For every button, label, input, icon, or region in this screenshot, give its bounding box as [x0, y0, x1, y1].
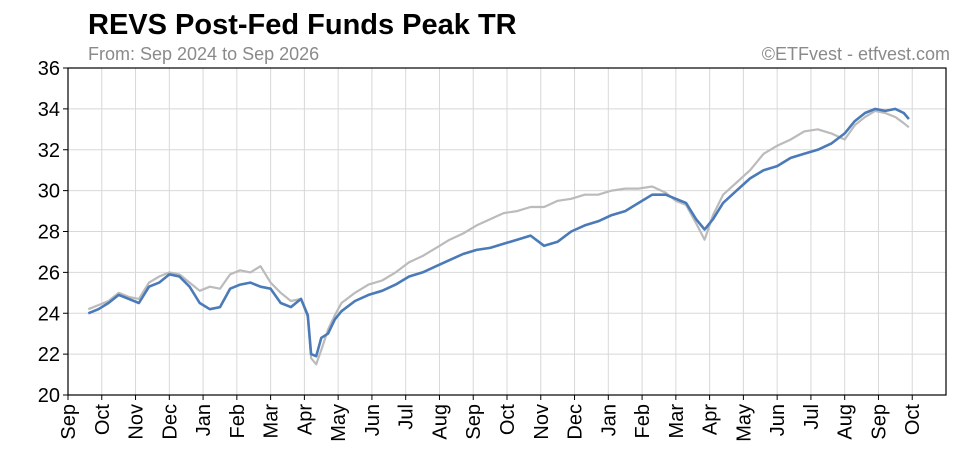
y-tick-label: 34 — [38, 99, 60, 121]
x-tick-label: Nov — [126, 404, 148, 440]
series-group — [87, 107, 910, 366]
chart-title: REVS Post-Fed Funds Peak TR — [88, 9, 517, 41]
x-axis: Sep Oct Nov Dec Jan Feb Mar Apr May Jun Jul Aug Sep O… — [58, 395, 924, 442]
x-tick-label: Dec — [159, 404, 181, 440]
x-tick-label: Nov — [531, 404, 553, 440]
y-tick-label: 30 — [38, 181, 60, 203]
y-tick-label: 28 — [38, 222, 60, 244]
grid — [68, 68, 946, 395]
y-tick-label: 26 — [38, 262, 60, 284]
x-tick-label: Jun — [362, 404, 384, 436]
x-tick-label: Apr — [294, 404, 316, 435]
series-line-blue — [87, 107, 910, 358]
x-tick-label: Jun — [767, 404, 789, 436]
y-tick-label: 32 — [38, 140, 60, 162]
y-tick-label: 22 — [38, 344, 60, 366]
x-tick-label: Oct — [902, 404, 924, 436]
series-line-gray — [87, 109, 910, 366]
x-tick-label: Oct — [497, 404, 519, 436]
x-tick-label: Sep — [868, 404, 890, 440]
chart-subtitle: From: Sep 2024 to Sep 2026 — [88, 44, 319, 64]
x-tick-label: Feb — [632, 404, 654, 438]
x-tick-label: Aug — [835, 404, 857, 440]
x-tick-label: Sep — [463, 404, 485, 440]
x-tick-label: Feb — [227, 404, 249, 438]
x-tick-label: Sep — [58, 404, 80, 440]
x-tick-label: Jul — [801, 404, 823, 430]
y-axis: 20 22 24 26 28 30 32 34 36 — [38, 58, 68, 407]
x-tick-label: May — [733, 404, 755, 442]
chart-credit: ©ETFvest - etfvest.com — [762, 44, 950, 64]
y-tick-label: 20 — [38, 385, 60, 407]
x-tick-label: Aug — [429, 404, 451, 440]
x-tick-label: Jan — [598, 404, 620, 436]
x-tick-label: Mar — [666, 404, 688, 439]
x-tick-label: May — [328, 404, 350, 442]
x-tick-label: Jan — [193, 404, 215, 436]
x-tick-label: Apr — [700, 404, 722, 435]
x-tick-label: Dec — [565, 404, 587, 440]
y-tick-label: 24 — [38, 303, 60, 325]
y-tick-label: 36 — [38, 58, 60, 80]
x-tick-label: Oct — [92, 404, 114, 436]
x-tick-label: Mar — [261, 404, 283, 439]
x-tick-label: Jul — [396, 404, 418, 430]
